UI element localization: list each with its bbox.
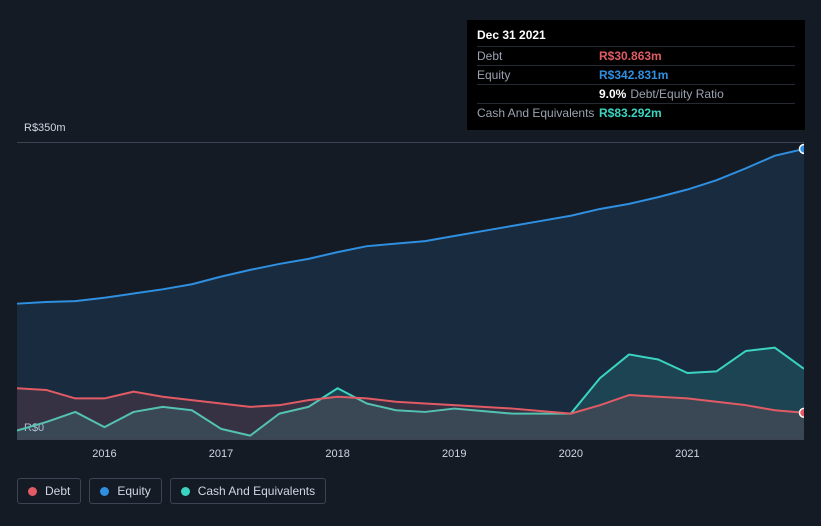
legend-label: Cash And Equivalents xyxy=(198,484,315,498)
chart-svg xyxy=(17,143,804,439)
tooltip-date: Dec 31 2021 xyxy=(477,28,795,42)
tooltip-row: EquityR$342.831m xyxy=(477,65,795,84)
series-end-marker xyxy=(800,144,805,153)
x-axis: 2016 2017 2018 2019 2020 2021 xyxy=(17,448,804,466)
legend-item[interactable]: Debt xyxy=(17,478,81,504)
tooltip-value: R$83.292m xyxy=(599,106,662,120)
tooltip-key: Equity xyxy=(477,68,599,82)
legend-label: Equity xyxy=(117,484,150,498)
tooltip-sublabel: Debt/Equity Ratio xyxy=(630,87,723,101)
x-tick: 2016 xyxy=(92,448,116,460)
legend: Debt Equity Cash And Equivalents xyxy=(17,478,326,504)
tooltip-row: Cash And EquivalentsR$83.292m xyxy=(477,103,795,122)
tooltip-card: Dec 31 2021 DebtR$30.863mEquityR$342.831… xyxy=(467,20,805,130)
y-label-top: R$350m xyxy=(24,122,66,134)
legend-dot-icon xyxy=(100,487,109,496)
legend-item[interactable]: Cash And Equivalents xyxy=(170,478,326,504)
legend-label: Debt xyxy=(45,484,70,498)
tooltip-key: Cash And Equivalents xyxy=(477,106,599,120)
tooltip-value: R$342.831m xyxy=(599,68,668,82)
legend-item[interactable]: Equity xyxy=(89,478,161,504)
tooltip-row: 9.0%Debt/Equity Ratio xyxy=(477,84,795,103)
x-tick: 2020 xyxy=(559,448,583,460)
series-end-marker xyxy=(800,408,805,417)
x-tick: 2021 xyxy=(675,448,699,460)
x-tick: 2017 xyxy=(209,448,233,460)
legend-dot-icon xyxy=(181,487,190,496)
legend-dot-icon xyxy=(28,487,37,496)
chart-plot[interactable] xyxy=(17,142,804,440)
tooltip-row: DebtR$30.863m xyxy=(477,46,795,65)
tooltip-value: R$30.863m xyxy=(599,49,662,63)
x-tick: 2018 xyxy=(325,448,349,460)
tooltip-key xyxy=(477,87,599,101)
tooltip-value: 9.0%Debt/Equity Ratio xyxy=(599,87,724,101)
x-tick: 2019 xyxy=(442,448,466,460)
tooltip-key: Debt xyxy=(477,49,599,63)
